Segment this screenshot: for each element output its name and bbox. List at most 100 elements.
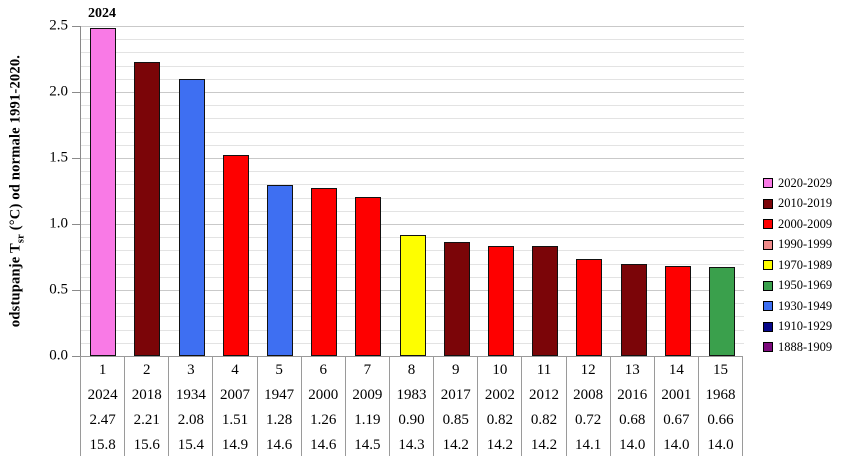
y-tick-mark (72, 92, 80, 93)
legend-item-2000-2009: 2000-2009 (763, 214, 832, 235)
major-gridline (81, 26, 744, 27)
table-cell-temp: 15.4 (177, 437, 204, 453)
table-cell-anomaly: 0.66 (707, 412, 734, 428)
y-tick-mark (72, 356, 80, 357)
legend-item-1970-1989: 1970-1989 (763, 255, 832, 276)
table-cell-anomaly: 0.90 (398, 412, 425, 428)
table-cell-year: 2024 (87, 387, 118, 403)
bar-2024 (90, 28, 116, 356)
table-cell-year: 2018 (131, 387, 162, 403)
table-cell-temp: 15.8 (89, 437, 116, 453)
table-column-1968: 15 1968 0.66 14.0 (699, 357, 744, 456)
legend-swatch-icon (763, 219, 773, 230)
y-tick-label: 0.5 (49, 281, 68, 298)
table-cell-temp: 14.0 (663, 437, 690, 453)
table-cell-rank: 1 (98, 362, 107, 378)
legend-item-2010-2019: 2010-2019 (763, 194, 832, 215)
table-cell-anomaly: 1.28 (266, 412, 293, 428)
bar-2000 (311, 188, 337, 356)
table-cell-rank: 7 (363, 362, 372, 378)
bar-2016 (621, 264, 647, 356)
table-column-1947: 5 1947 1.28 14.6 (258, 357, 302, 456)
legend: 2020-2029 2010-2019 2000-2009 1990-1999 1970… (763, 173, 832, 358)
minor-gridline (81, 79, 744, 80)
table-cell-anomaly: 2.21 (133, 412, 160, 428)
legend-label: 1970-1989 (778, 257, 833, 272)
minor-gridline (81, 171, 744, 172)
table-cell-rank: 5 (275, 362, 283, 378)
legend-label: 1930-1949 (778, 298, 833, 313)
table-cell-temp: 14.2 (442, 437, 469, 453)
table-cell-year: 1968 (705, 387, 736, 403)
bar-2008 (576, 259, 602, 356)
bar-1947 (267, 185, 293, 356)
table-column-2009: 7 2009 1.19 14.5 (346, 357, 390, 456)
table-cell-temp: 14.0 (619, 437, 646, 453)
bar-2017 (444, 242, 470, 356)
data-table: 1 2024 2.47 15.8 2 2018 2.21 15.6 3 1934 2.08 15.4 4… (80, 356, 744, 458)
table-cell-rank: 11 (536, 362, 552, 378)
legend-item-1950-1969: 1950-1969 (763, 276, 832, 297)
table-column-2007: 4 2007 1.51 14.9 (213, 357, 258, 456)
table-cell-year: 1983 (396, 387, 427, 403)
table-cell-year: 1934 (175, 387, 206, 403)
minor-gridline (81, 118, 744, 119)
table-cell-temp: 14.6 (310, 437, 337, 453)
table-column-2017: 9 2017 0.85 14.2 (434, 357, 479, 456)
legend-item-2020-2029: 2020-2029 (763, 173, 832, 194)
bar-1968 (709, 267, 735, 356)
table-cell-temp: 14.2 (530, 437, 558, 453)
y-tick-mark (72, 290, 80, 291)
legend-item-1888-1909: 1888-1909 (763, 337, 832, 358)
bar-1983 (400, 235, 426, 356)
y-tick-mark (72, 26, 80, 27)
legend-swatch-icon (763, 198, 773, 209)
table-cell-rank: 2 (142, 362, 151, 378)
table-column-1934: 3 1934 2.08 15.4 (169, 357, 214, 456)
y-tick-label: 2.5 (49, 17, 68, 34)
table-cell-anomaly: 0.67 (663, 412, 690, 428)
bar-2009 (355, 197, 381, 356)
table-column-2002: 10 2002 0.82 14.2 (478, 357, 523, 456)
legend-label: 1910-1929 (778, 319, 833, 334)
legend-label: 2020-2029 (778, 175, 833, 190)
table-cell-rank: 13 (624, 362, 640, 378)
bar-1934 (179, 79, 205, 356)
legend-swatch-icon (763, 280, 773, 291)
table-cell-anomaly: 0.82 (486, 412, 513, 428)
legend-swatch-icon (763, 301, 773, 312)
table-cell-rank: 9 (451, 362, 460, 378)
table-cell-rank: 8 (407, 362, 416, 378)
table-cell-temp: 14.2 (486, 437, 513, 453)
table-cell-rank: 14 (668, 362, 684, 378)
bar-2012 (532, 246, 558, 356)
table-cell-anomaly: 1.19 (354, 412, 381, 428)
y-tick-label: 1.5 (49, 149, 68, 166)
table-cell-anomaly: 0.85 (442, 412, 469, 428)
table-cell-year: 1947 (264, 387, 295, 403)
legend-swatch-icon (763, 239, 773, 250)
table-cell-temp: 14.5 (354, 437, 381, 453)
y-tick-label: 2.0 (49, 83, 68, 100)
y-tick-label: 1.0 (49, 215, 68, 232)
table-cell-temp: 14.9 (221, 437, 249, 453)
y-tick-label: 0.0 (49, 347, 68, 364)
table-cell-temp: 14.0 (707, 437, 734, 453)
minor-gridline (81, 105, 744, 106)
minor-gridline (81, 184, 744, 185)
table-column-2000: 6 2000 1.26 14.6 (302, 357, 346, 456)
bar-2002 (488, 246, 514, 356)
major-gridline (81, 224, 744, 225)
minor-gridline (81, 211, 744, 212)
table-cell-anomaly: 0.68 (619, 412, 646, 428)
table-cell-year: 2000 (308, 387, 339, 403)
legend-swatch-icon (763, 342, 773, 353)
major-gridline (81, 158, 744, 159)
legend-label: 1990-1999 (778, 237, 833, 252)
table-cell-year: 2002 (484, 387, 515, 403)
table-cell-temp: 15.6 (133, 437, 160, 453)
table-cell-year: 2007 (219, 387, 250, 403)
table-cell-rank: 12 (580, 362, 596, 378)
legend-label: 2010-2019 (778, 196, 833, 211)
